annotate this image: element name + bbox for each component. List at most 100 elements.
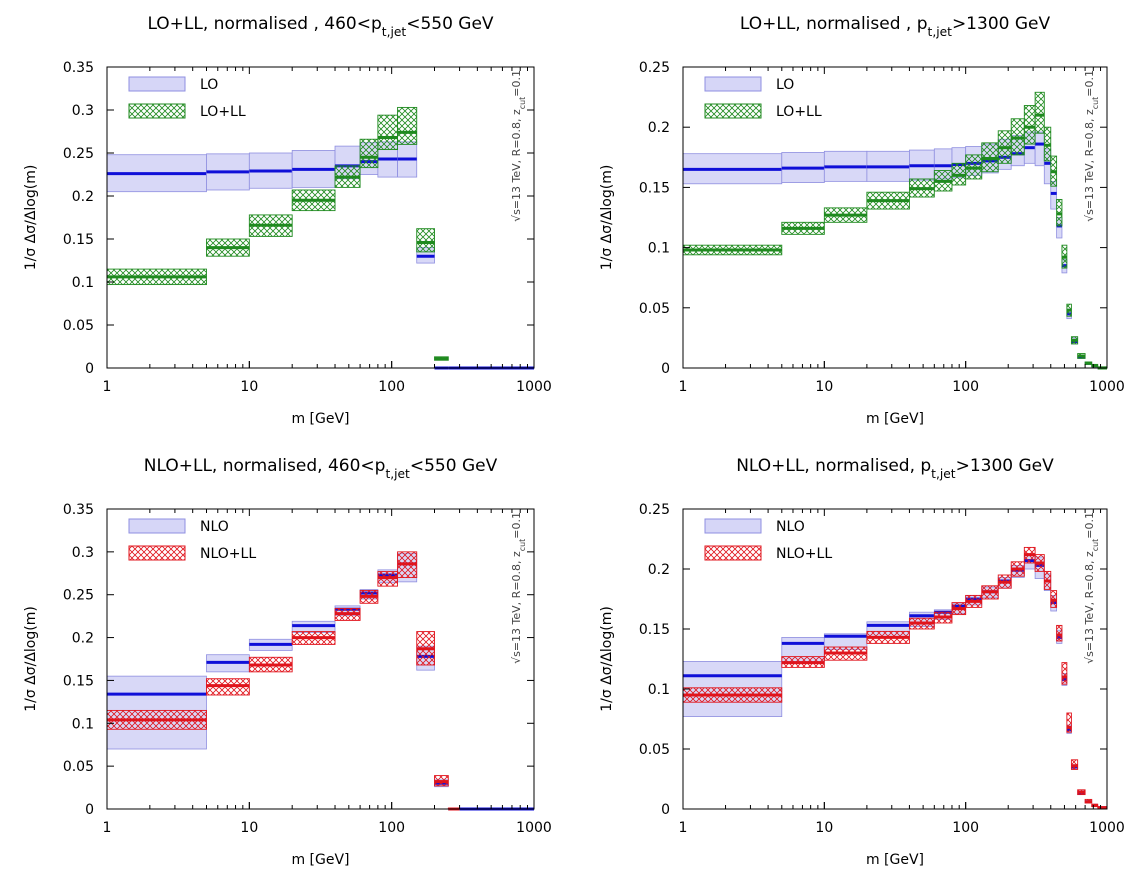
- y-tick-label: 0.15: [63, 232, 94, 248]
- legend-swatch: [704, 76, 762, 92]
- y-tick-label: 0.3: [72, 545, 94, 561]
- y-tick-label: 0.15: [639, 622, 670, 638]
- chart-2: LO+LL, normalised , pt,jet>1300 GeV 1/σ Δ…: [599, 14, 1125, 427]
- legend-swatch: [128, 545, 186, 561]
- chart-title: NLO+LL, normalised, pt,jet>1300 GeV: [736, 456, 1054, 481]
- y-tick-label: 0.05: [63, 759, 94, 775]
- series-group: [682, 546, 1108, 810]
- annotation: √s=13 TeV, R=0.8, zcut=0.1: [510, 512, 527, 664]
- series-lo: [682, 131, 1107, 370]
- legend-label: NLO: [200, 519, 229, 535]
- legend-label: NLO: [776, 519, 805, 535]
- uncertainty-band: [1056, 624, 1063, 642]
- y-tick-label: 0.35: [63, 60, 94, 76]
- x-tick-label: 1: [103, 820, 112, 836]
- y-tick-label: 0.1: [648, 682, 670, 698]
- x-tick-label: 10: [240, 379, 258, 395]
- legend-label: LO+LL: [776, 104, 822, 120]
- uncertainty-band: [1034, 91, 1045, 134]
- series-lo: [106, 141, 534, 370]
- chart-3: NLO+LL, normalised, 460<pt,jet<550 GeV 1/…: [23, 456, 552, 868]
- x-tick-label: 100: [378, 379, 405, 395]
- chart-title: LO+LL, normalised , pt,jet>1300 GeV: [740, 14, 1051, 39]
- y-tick-label: 0.15: [639, 180, 670, 196]
- uncertainty-band: [359, 138, 379, 169]
- x-axis-label: m [GeV]: [291, 852, 349, 868]
- chart-title: LO+LL, normalised , 460<pt,jet<550 GeV: [147, 14, 493, 39]
- legend-swatch: [128, 518, 186, 534]
- series-nlo-plus-ll: [106, 551, 461, 811]
- x-tick-label: 1: [679, 820, 688, 836]
- y-tick-label: 0.1: [648, 241, 670, 257]
- y-tick-label: 0: [85, 802, 94, 818]
- y-tick-label: 0.2: [72, 189, 94, 205]
- x-tick-label: 1000: [516, 379, 552, 395]
- plot-frame: [106, 508, 535, 810]
- x-tick-label: 1000: [516, 820, 552, 836]
- y-tick-label: 0.25: [639, 502, 670, 518]
- legend: NLO NLO+LL: [128, 518, 256, 562]
- series-nlo: [106, 553, 534, 811]
- y-axis-label: 1/σ Δσ/Δlog(m): [23, 606, 39, 712]
- series-group: [106, 106, 534, 370]
- y-tick-label: 0.25: [639, 60, 670, 76]
- y-axis-label: 1/σ Δσ/Δlog(m): [599, 606, 615, 712]
- y-axis-label: 1/σ Δσ/Δlog(m): [23, 165, 39, 271]
- y-tick-label: 0.1: [72, 716, 94, 732]
- x-axis-label: m [GeV]: [291, 411, 349, 427]
- y-tick-label: 0.25: [63, 588, 94, 604]
- x-axis-label: m [GeV]: [866, 852, 924, 868]
- legend-swatch: [704, 103, 762, 119]
- uncertainty-band: [1066, 712, 1072, 733]
- y-tick-label: 0.25: [63, 146, 94, 162]
- y-tick-label: 0.2: [648, 120, 670, 136]
- y-tick-label: 0: [661, 361, 670, 377]
- y-tick-label: 0.2: [648, 562, 670, 578]
- legend-label: LO: [200, 77, 218, 93]
- legend-label: NLO+LL: [200, 546, 256, 562]
- uncertainty-band: [397, 106, 418, 145]
- y-tick-label: 0.3: [72, 103, 94, 119]
- y-tick-label: 0: [85, 361, 94, 377]
- series-lo-plus-ll: [106, 106, 449, 361]
- series-lo-plus-ll: [682, 91, 1108, 370]
- y-tick-label: 0: [661, 802, 670, 818]
- legend-swatch: [128, 103, 186, 119]
- uncertainty-band: [377, 114, 399, 151]
- annotation: √s=13 TeV, R=0.8, zcut=0.1: [1083, 70, 1100, 222]
- series-group: [682, 91, 1108, 370]
- series-nlo: [682, 554, 1107, 810]
- legend-swatch: [704, 545, 762, 561]
- annotation: √s=13 TeV, R=0.8, zcut=0.1: [1083, 512, 1100, 664]
- x-tick-label: 1: [103, 379, 112, 395]
- legend: LO LO+LL: [128, 76, 246, 120]
- x-tick-label: 100: [952, 379, 979, 395]
- uncertainty-band: [1023, 105, 1036, 145]
- plot-frame: [682, 508, 1108, 810]
- x-tick-label: 10: [240, 820, 258, 836]
- chart-4: NLO+LL, normalised, pt,jet>1300 GeV 1/σ Δ…: [599, 456, 1125, 868]
- y-tick-label: 0.05: [639, 301, 670, 317]
- x-axis-label: m [GeV]: [866, 411, 924, 427]
- legend-label: LO+LL: [200, 104, 246, 120]
- series-group: [106, 551, 534, 811]
- y-tick-label: 0.05: [63, 318, 94, 334]
- chart-1: LO+LL, normalised , 460<pt,jet<550 GeV 1/…: [23, 14, 552, 427]
- legend: NLO NLO+LL: [704, 518, 832, 562]
- x-tick-label: 1000: [1089, 379, 1125, 395]
- legend-label: LO: [776, 77, 794, 93]
- chart-title: NLO+LL, normalised, 460<pt,jet<550 GeV: [144, 456, 498, 481]
- x-tick-label: 10: [815, 379, 833, 395]
- legend-label: NLO+LL: [776, 546, 832, 562]
- legend: LO LO+LL: [704, 76, 822, 120]
- y-tick-label: 0.05: [639, 742, 670, 758]
- plot-frame: [106, 66, 535, 369]
- x-tick-label: 1000: [1089, 820, 1125, 836]
- uncertainty-band: [416, 228, 435, 253]
- y-tick-label: 0.2: [72, 631, 94, 647]
- x-tick-label: 100: [378, 820, 405, 836]
- uncertainty-band: [1034, 131, 1045, 167]
- series-nlo-plus-ll: [682, 546, 1108, 810]
- y-tick-label: 0.15: [63, 673, 94, 689]
